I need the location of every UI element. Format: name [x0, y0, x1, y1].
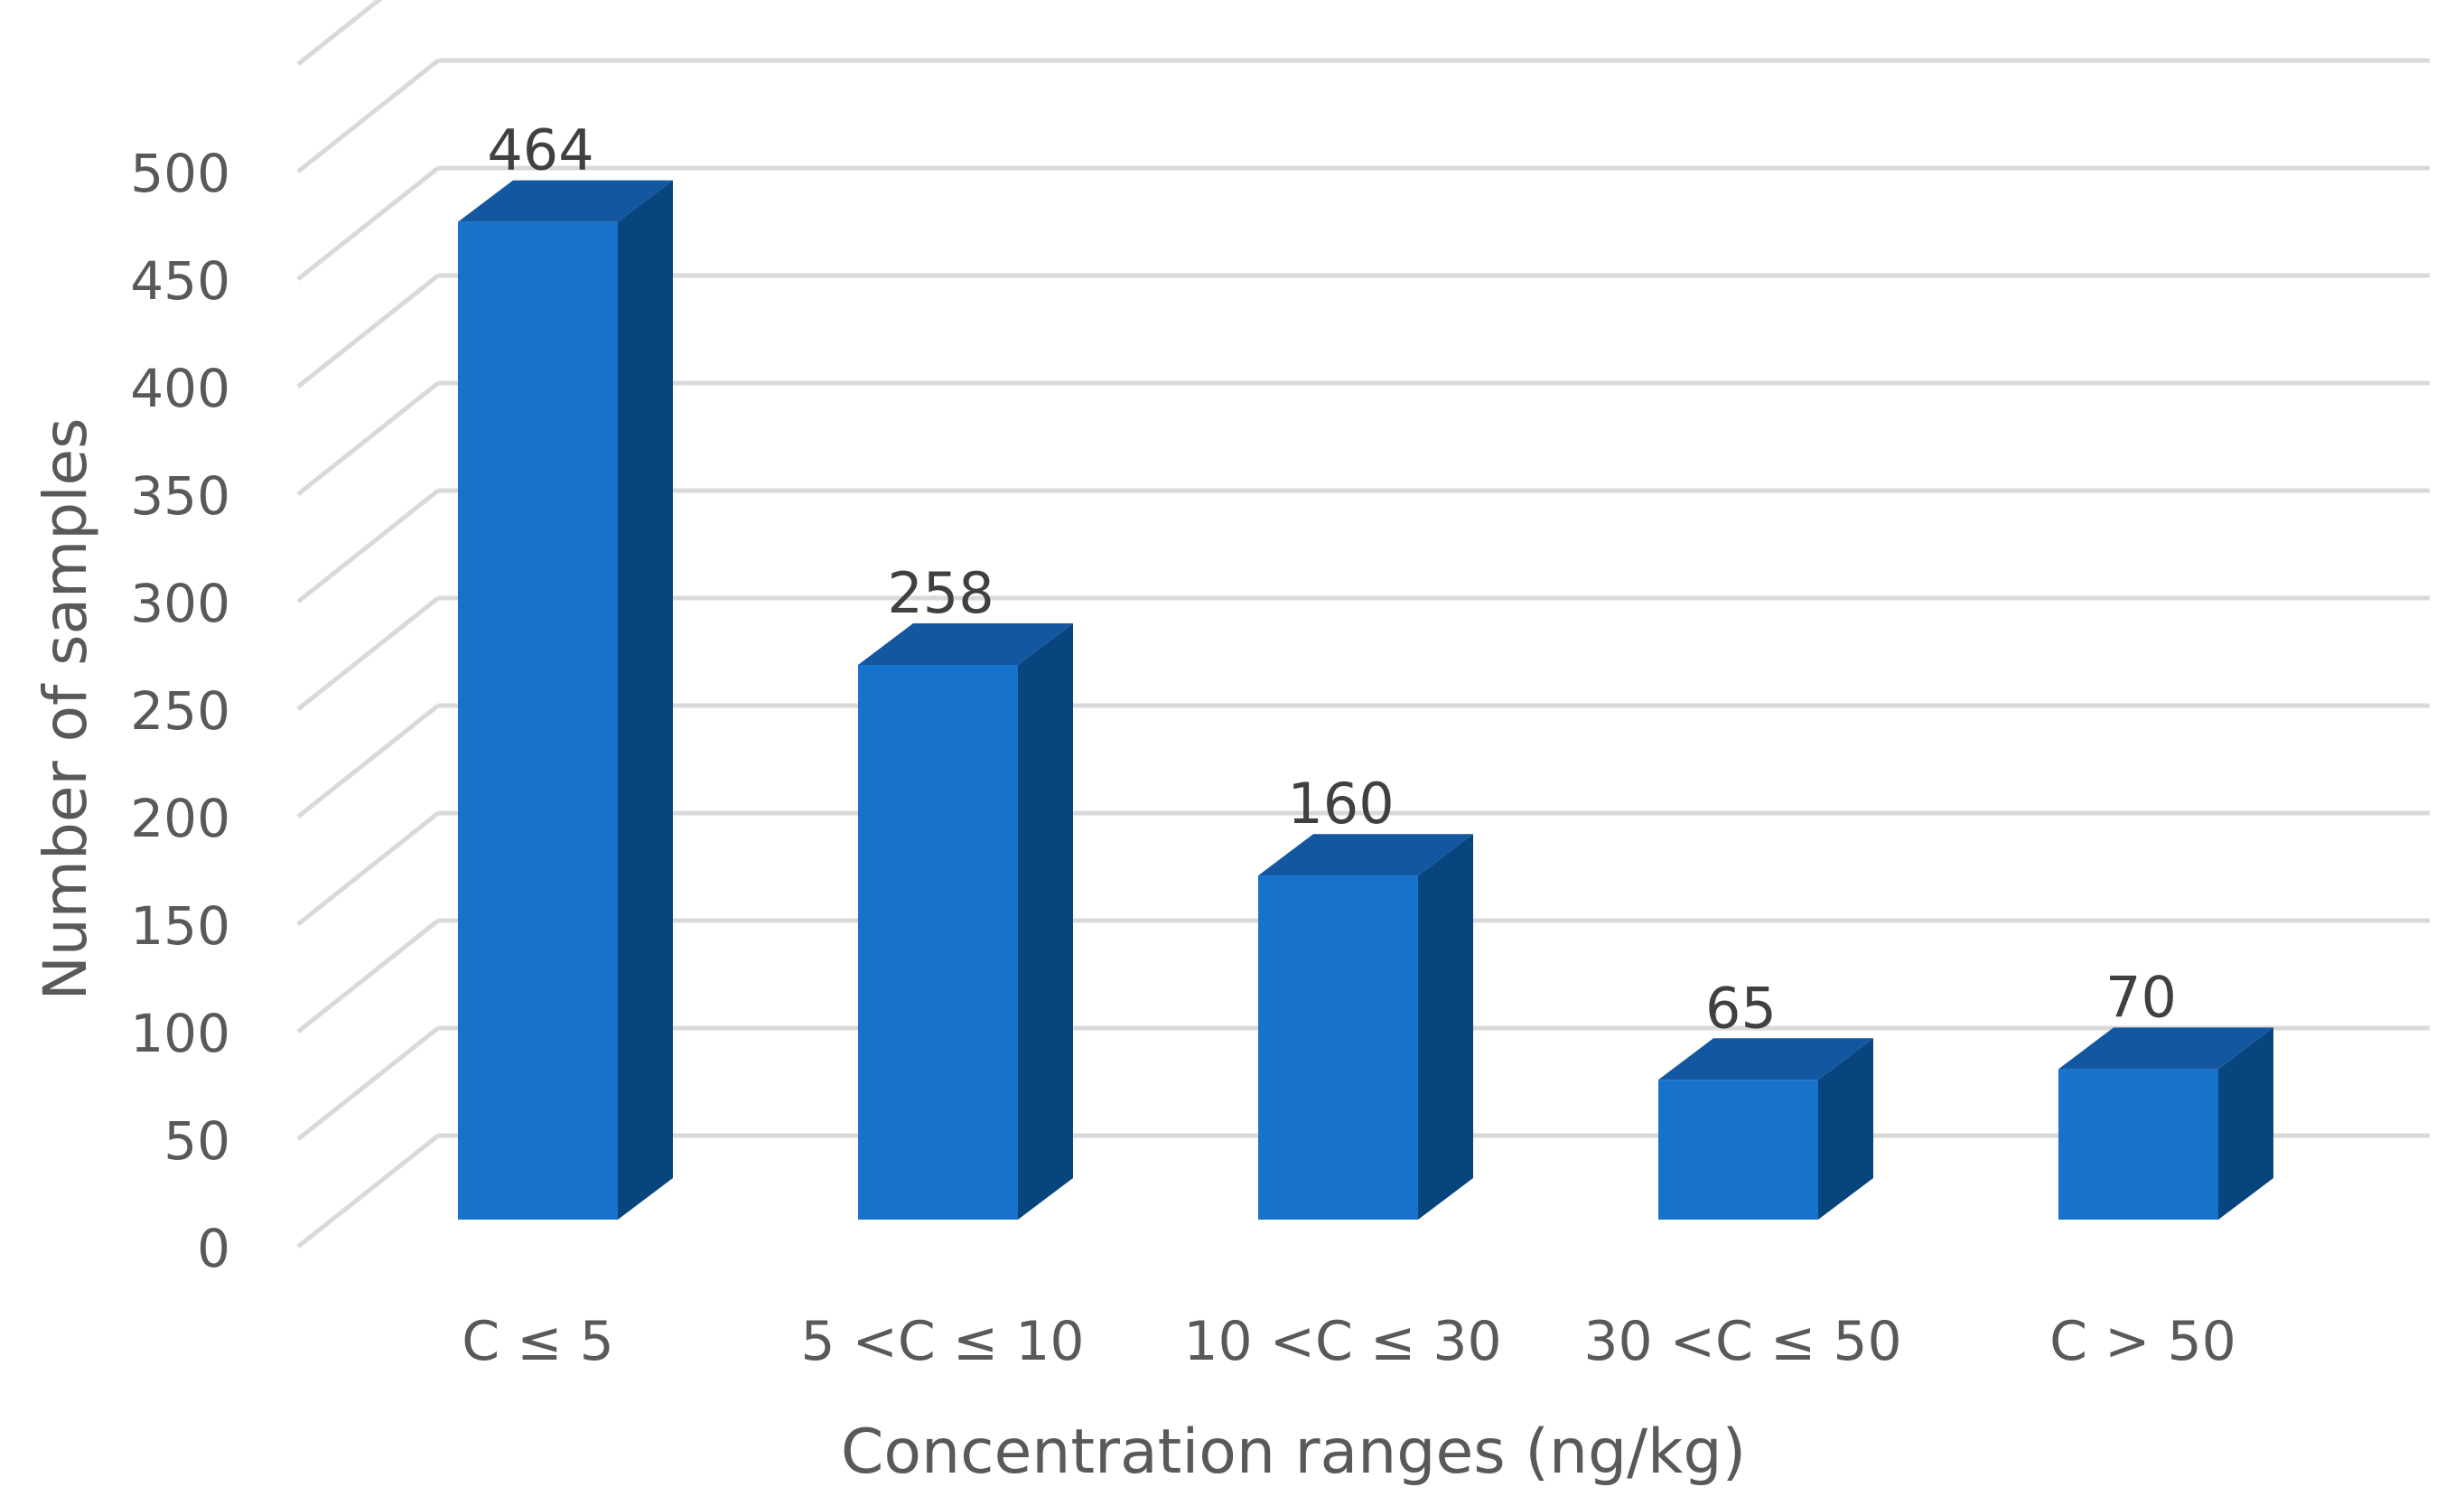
bar [2058, 1027, 2273, 1220]
gridline-side [296, 59, 440, 173]
y-tick-label: 300 [130, 573, 230, 634]
x-tick-label: C > 50 [2049, 1310, 2236, 1373]
bar-side [1818, 1038, 1873, 1220]
x-axis-ticks: C ≤ 5 5 <C ≤ 10 10 <C ≤ 30 30 <C ≤ 50 C > 50 [462, 1310, 2236, 1373]
data-label: 464 [487, 117, 593, 183]
gridline-side [296, 596, 440, 711]
y-tick-label: 500 [130, 143, 230, 204]
y-tick-label: 0 [197, 1218, 230, 1279]
bar-side [1018, 622, 1073, 1220]
y-tick-label: 100 [130, 1003, 230, 1064]
x-axis-title: Concentration ranges (ng/kg) [841, 1417, 1746, 1488]
bar [1658, 1038, 1873, 1220]
bar-top [2058, 1027, 2273, 1070]
bar [1258, 834, 1473, 1220]
bar-side [618, 180, 673, 1221]
gridline-side [296, 489, 440, 603]
y-tick-label: 150 [130, 895, 230, 957]
bar-front [458, 221, 618, 1221]
bar-front [858, 664, 1018, 1220]
bars [458, 180, 2273, 1221]
x-tick-label: 10 <C ≤ 30 [1183, 1310, 1501, 1373]
y-tick-label: 250 [130, 680, 230, 742]
bar-front [1658, 1080, 1818, 1220]
gridline-side [296, 166, 440, 281]
bar-top [1258, 834, 1473, 876]
data-label: 70 [2105, 964, 2177, 1030]
y-axis-title: Number of samples [31, 417, 100, 1000]
y-tick-label: 400 [130, 358, 230, 419]
bar-front [2058, 1069, 2218, 1220]
y-tick-label: 200 [130, 788, 230, 849]
y-tick-label: 450 [130, 250, 230, 312]
bar [858, 622, 1073, 1220]
bar-side [2218, 1027, 2273, 1220]
gridline-side [296, 0, 383, 66]
gridline-side [296, 919, 440, 1034]
gridline-side [296, 811, 440, 926]
y-tick-label: 350 [130, 465, 230, 527]
x-tick-label: 5 <C ≤ 10 [800, 1310, 1084, 1373]
gridline-side [296, 1134, 440, 1249]
bar-top [1658, 1038, 1873, 1080]
gridline-side [296, 704, 440, 818]
bar-front [1258, 875, 1418, 1220]
bar-top [458, 180, 673, 222]
x-tick-label: C ≤ 5 [462, 1310, 614, 1373]
y-axis-ticks: 0 50 100 150 200 250 300 350 400 450 500 [130, 143, 230, 1279]
y-tick-label: 50 [163, 1110, 230, 1172]
bar [458, 180, 673, 1221]
data-label: 160 [1287, 771, 1394, 837]
data-label: 65 [1705, 975, 1777, 1041]
data-label: 258 [887, 560, 994, 626]
data-labels: 464 258 160 65 70 [487, 117, 2177, 1042]
gridline-side [296, 381, 440, 496]
bar-top [858, 622, 1073, 665]
x-tick-label: 30 <C ≤ 50 [1583, 1310, 1901, 1373]
gridline-side [296, 1026, 440, 1141]
bar-side [1418, 834, 1473, 1220]
gridline-side [296, 274, 440, 388]
